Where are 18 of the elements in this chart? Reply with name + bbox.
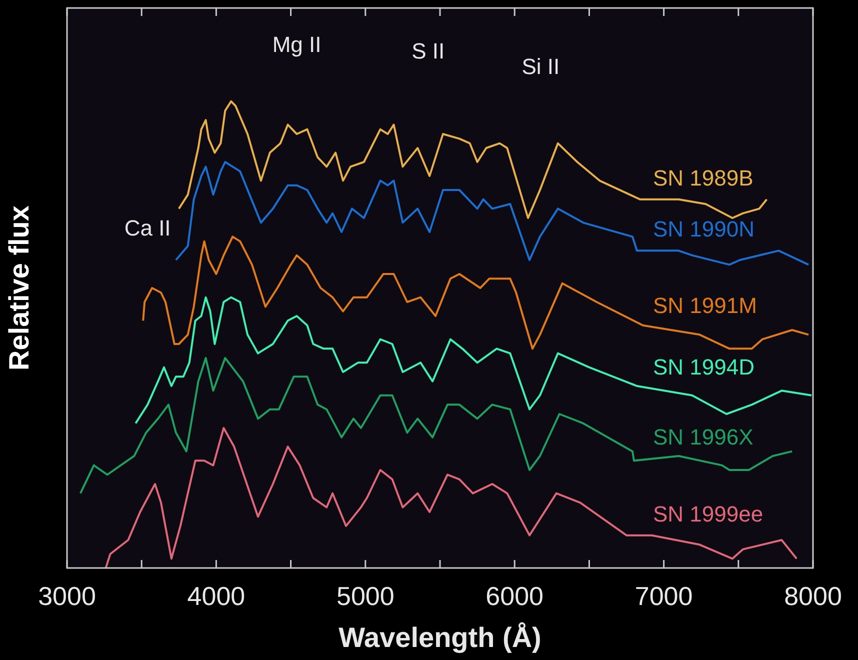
series-label: SN 1994D xyxy=(653,354,755,380)
text: Mg II xyxy=(272,32,322,58)
series-label: SN 1990N xyxy=(653,216,755,242)
series-label: SN 1999ee xyxy=(653,502,764,527)
y-axis-title: Relative flux xyxy=(4,205,35,370)
series-label: SN 1989B xyxy=(653,165,754,190)
x-tick-label: 6000 xyxy=(486,580,544,611)
series-label: SN 1996X xyxy=(653,424,754,450)
x-tick-label: 7000 xyxy=(634,580,693,611)
x-axis-title: Wavelength (Å) xyxy=(338,622,542,653)
x-tick-label: 5000 xyxy=(336,580,394,611)
annotation: Ca II xyxy=(124,215,171,240)
x-tick-label: 4000 xyxy=(187,580,246,611)
x-tick-label: 3000 xyxy=(38,580,96,611)
text: S II xyxy=(412,38,445,64)
x-tick-label: 8000 xyxy=(784,580,842,611)
series-label: SN 1991M xyxy=(653,292,757,318)
text: Si II xyxy=(522,54,560,79)
